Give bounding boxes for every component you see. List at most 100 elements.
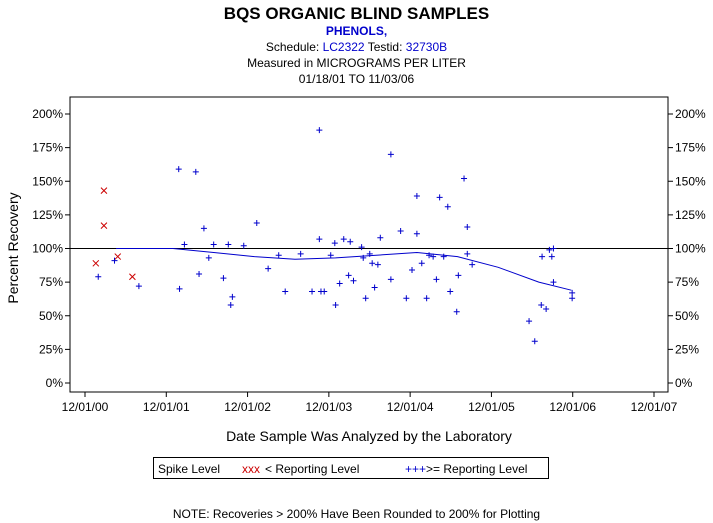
- below-reporting-point: [100, 187, 108, 195]
- above-reporting-point: [135, 283, 142, 290]
- above-reporting-point: [546, 246, 553, 253]
- above-reporting-point: [423, 295, 430, 302]
- above-reporting-point: [309, 288, 316, 295]
- measured-units: Measured in MICROGRAMS PER LITER: [247, 56, 466, 70]
- above-reporting-point: [550, 245, 557, 252]
- above-reporting-point: [358, 244, 365, 251]
- above-reporting-point: [327, 252, 334, 259]
- y-tick-label-left: 175%: [32, 141, 63, 155]
- above-reporting-point: [387, 276, 394, 283]
- above-reporting-point: [275, 252, 282, 259]
- above-reporting-point: [340, 236, 347, 243]
- x-tick-label: 12/01/07: [631, 400, 678, 414]
- above-reporting-point: [175, 166, 182, 173]
- footnote: NOTE: Recoveries > 200% Have Been Rounde…: [172, 507, 541, 521]
- legend-title: Spike Level: [158, 462, 221, 476]
- below-reporting-point: [100, 222, 108, 229]
- above-reporting-point: [95, 273, 102, 280]
- below-reporting-point: [129, 273, 136, 281]
- above-reporting-point: [192, 168, 199, 175]
- x-tick-label: 12/01/02: [224, 400, 271, 414]
- above-reporting-point: [200, 225, 207, 232]
- x-tick-label: 12/01/03: [305, 400, 352, 414]
- above-reporting-point: [426, 252, 433, 259]
- above-reporting-point: [181, 241, 188, 248]
- above-reporting-point: [569, 289, 576, 296]
- y-tick-label-right: 125%: [675, 208, 706, 222]
- above-reporting-point: [374, 261, 381, 268]
- testid-label: Testid:: [367, 40, 403, 54]
- y-tick-label-left: 150%: [32, 174, 63, 188]
- y-tick-label-left: 200%: [32, 107, 63, 121]
- y-tick-label-right: 175%: [675, 141, 706, 155]
- above-reporting-point: [569, 295, 576, 302]
- above-reporting-point: [436, 194, 443, 201]
- schedule-line: Schedule: LC2322 Testid: 32730B: [0, 40, 713, 54]
- y-tick-label-left: 50%: [39, 309, 63, 323]
- above-reporting-point: [526, 318, 533, 325]
- chart-title: BQS ORGANIC BLIND SAMPLES: [223, 4, 490, 23]
- above-reporting-point: [440, 253, 447, 260]
- above-reporting-point: [297, 250, 304, 257]
- legend-above-label: >= Reporting Level: [426, 462, 528, 476]
- above-reporting-point: [366, 250, 373, 257]
- above-reporting-point: [205, 254, 212, 261]
- above-reporting-point: [444, 203, 451, 210]
- above-reporting-point: [345, 272, 352, 279]
- y-axis-label: Percent Recovery: [5, 192, 21, 303]
- above-reporting-point: [531, 338, 538, 345]
- plot-frame: [69, 96, 669, 393]
- above-reporting-point: [397, 228, 404, 235]
- above-reporting-point: [331, 240, 338, 247]
- above-reporting-point: [464, 223, 471, 230]
- above-reporting-point: [453, 308, 460, 315]
- above-reporting-point: [387, 151, 394, 158]
- above-reporting-point: [538, 301, 545, 308]
- above-reporting-point: [548, 253, 555, 260]
- above-reporting-point: [321, 288, 328, 295]
- above-reporting-point: [362, 295, 369, 302]
- above-reporting-point: [461, 175, 468, 182]
- above-reporting-point: [265, 265, 272, 272]
- above-reporting-point: [369, 260, 376, 267]
- below-reporting-point: [114, 253, 122, 260]
- above-reporting-point: [464, 250, 471, 257]
- y-tick-label-right: 25%: [675, 342, 699, 356]
- above-reporting-point: [282, 288, 289, 295]
- above-reporting-point: [176, 285, 183, 292]
- legend: Spike Level xxx < Reporting Level +++ >=…: [153, 457, 549, 479]
- y-tick-label-right: 0%: [675, 376, 693, 390]
- above-reporting-point: [433, 276, 440, 283]
- above-reporting-point: [403, 295, 410, 302]
- legend-below-marker: xxx: [242, 462, 260, 476]
- above-reporting-point: [220, 275, 227, 282]
- x-axis-label: Date Sample Was Analyzed by the Laborato…: [226, 428, 512, 444]
- above-reporting-point: [253, 219, 260, 226]
- y-tick-label-right: 200%: [675, 107, 706, 121]
- above-reporting-point: [350, 277, 357, 284]
- above-reporting-point: [455, 272, 462, 279]
- y-tick-label-right: 50%: [675, 309, 699, 323]
- schedule-label: Schedule:: [265, 40, 320, 54]
- above-reporting-point: [240, 242, 247, 249]
- above-reporting-point: [229, 293, 236, 300]
- above-reporting-point: [413, 193, 420, 200]
- above-reporting-point: [227, 301, 234, 308]
- x-tick-label: 12/01/01: [143, 400, 190, 414]
- above-reporting-point: [469, 261, 476, 268]
- y-tick-label-left: 100%: [32, 242, 63, 256]
- x-tick-label: 12/01/00: [62, 400, 109, 414]
- above-reporting-point: [316, 236, 323, 243]
- above-reporting-point: [550, 279, 557, 286]
- date-range: 01/18/01 TO 11/03/06: [298, 72, 415, 86]
- above-reporting-point: [360, 254, 367, 261]
- y-tick-label-left: 0%: [46, 376, 64, 390]
- legend-below-label: < Reporting Level: [265, 462, 360, 476]
- above-reporting-point: [332, 301, 339, 308]
- x-tick-label: 12/01/05: [468, 400, 515, 414]
- above-reporting-point: [377, 234, 384, 241]
- above-reporting-point: [225, 241, 232, 248]
- above-reporting-point: [418, 260, 425, 267]
- y-tick-label-left: 125%: [32, 208, 63, 222]
